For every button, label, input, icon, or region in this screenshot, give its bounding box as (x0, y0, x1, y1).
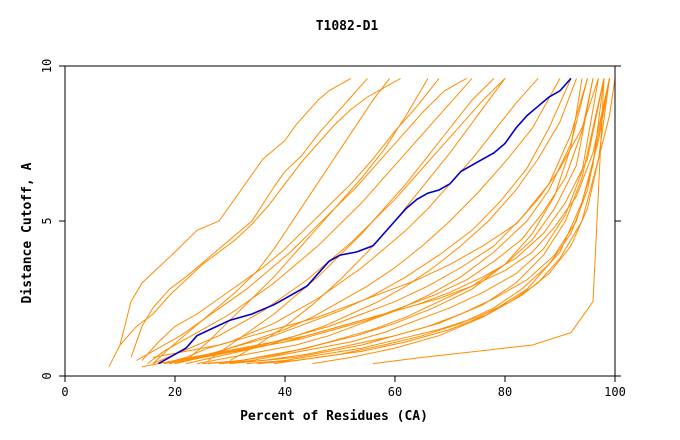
y-tick-label: 10 (40, 59, 54, 73)
series-line-0 (119, 77, 352, 346)
series-line-24 (372, 78, 605, 365)
x-tick-label: 60 (388, 385, 402, 399)
series-line-4 (147, 78, 473, 364)
x-axis: 0 20 40 60 80 100 (61, 376, 626, 399)
series-line-9 (196, 78, 588, 365)
series-line-8 (185, 78, 577, 365)
series-line-28 (312, 78, 610, 365)
x-tick-label: 100 (604, 385, 626, 399)
series-line-18 (202, 78, 583, 365)
series-line-19 (218, 78, 605, 365)
series-line-22 (141, 78, 572, 368)
series-line-2 (108, 77, 401, 367)
highlight-layer (158, 77, 572, 365)
y-tick-label: 0 (40, 372, 54, 379)
series-line-27 (229, 78, 506, 361)
series-line-21 (273, 78, 616, 365)
series-line-17 (163, 78, 588, 365)
series-line-13 (246, 78, 610, 365)
x-tick-label: 40 (278, 385, 292, 399)
series-line-3 (141, 78, 440, 361)
series-line-12 (229, 78, 605, 365)
plot-frame (64, 65, 616, 377)
series-layer (108, 77, 616, 368)
x-tick-label: 0 (61, 385, 68, 399)
series-line-10 (207, 78, 594, 365)
chart-title: T1082-D1 (316, 19, 379, 34)
series-line-23 (169, 78, 594, 365)
y-axis: 0 5 10 (40, 59, 621, 380)
y-axis-label: Distance Cutoff, A (20, 162, 35, 303)
x-tick-label: 80 (498, 385, 512, 399)
y-tick-label: 5 (40, 217, 54, 224)
x-axis-label: Percent of Residues (CA) (240, 409, 428, 424)
series-line-25 (152, 78, 390, 364)
series-line-30 (136, 77, 467, 361)
series-line-29 (207, 78, 495, 361)
series-line-11 (218, 78, 599, 365)
series-line-1 (130, 78, 368, 358)
series-line-26 (185, 78, 429, 361)
series-line-6 (163, 78, 539, 365)
x-tick-label: 20 (168, 385, 182, 399)
series-line-14 (174, 78, 610, 361)
highlight-line (158, 77, 572, 365)
